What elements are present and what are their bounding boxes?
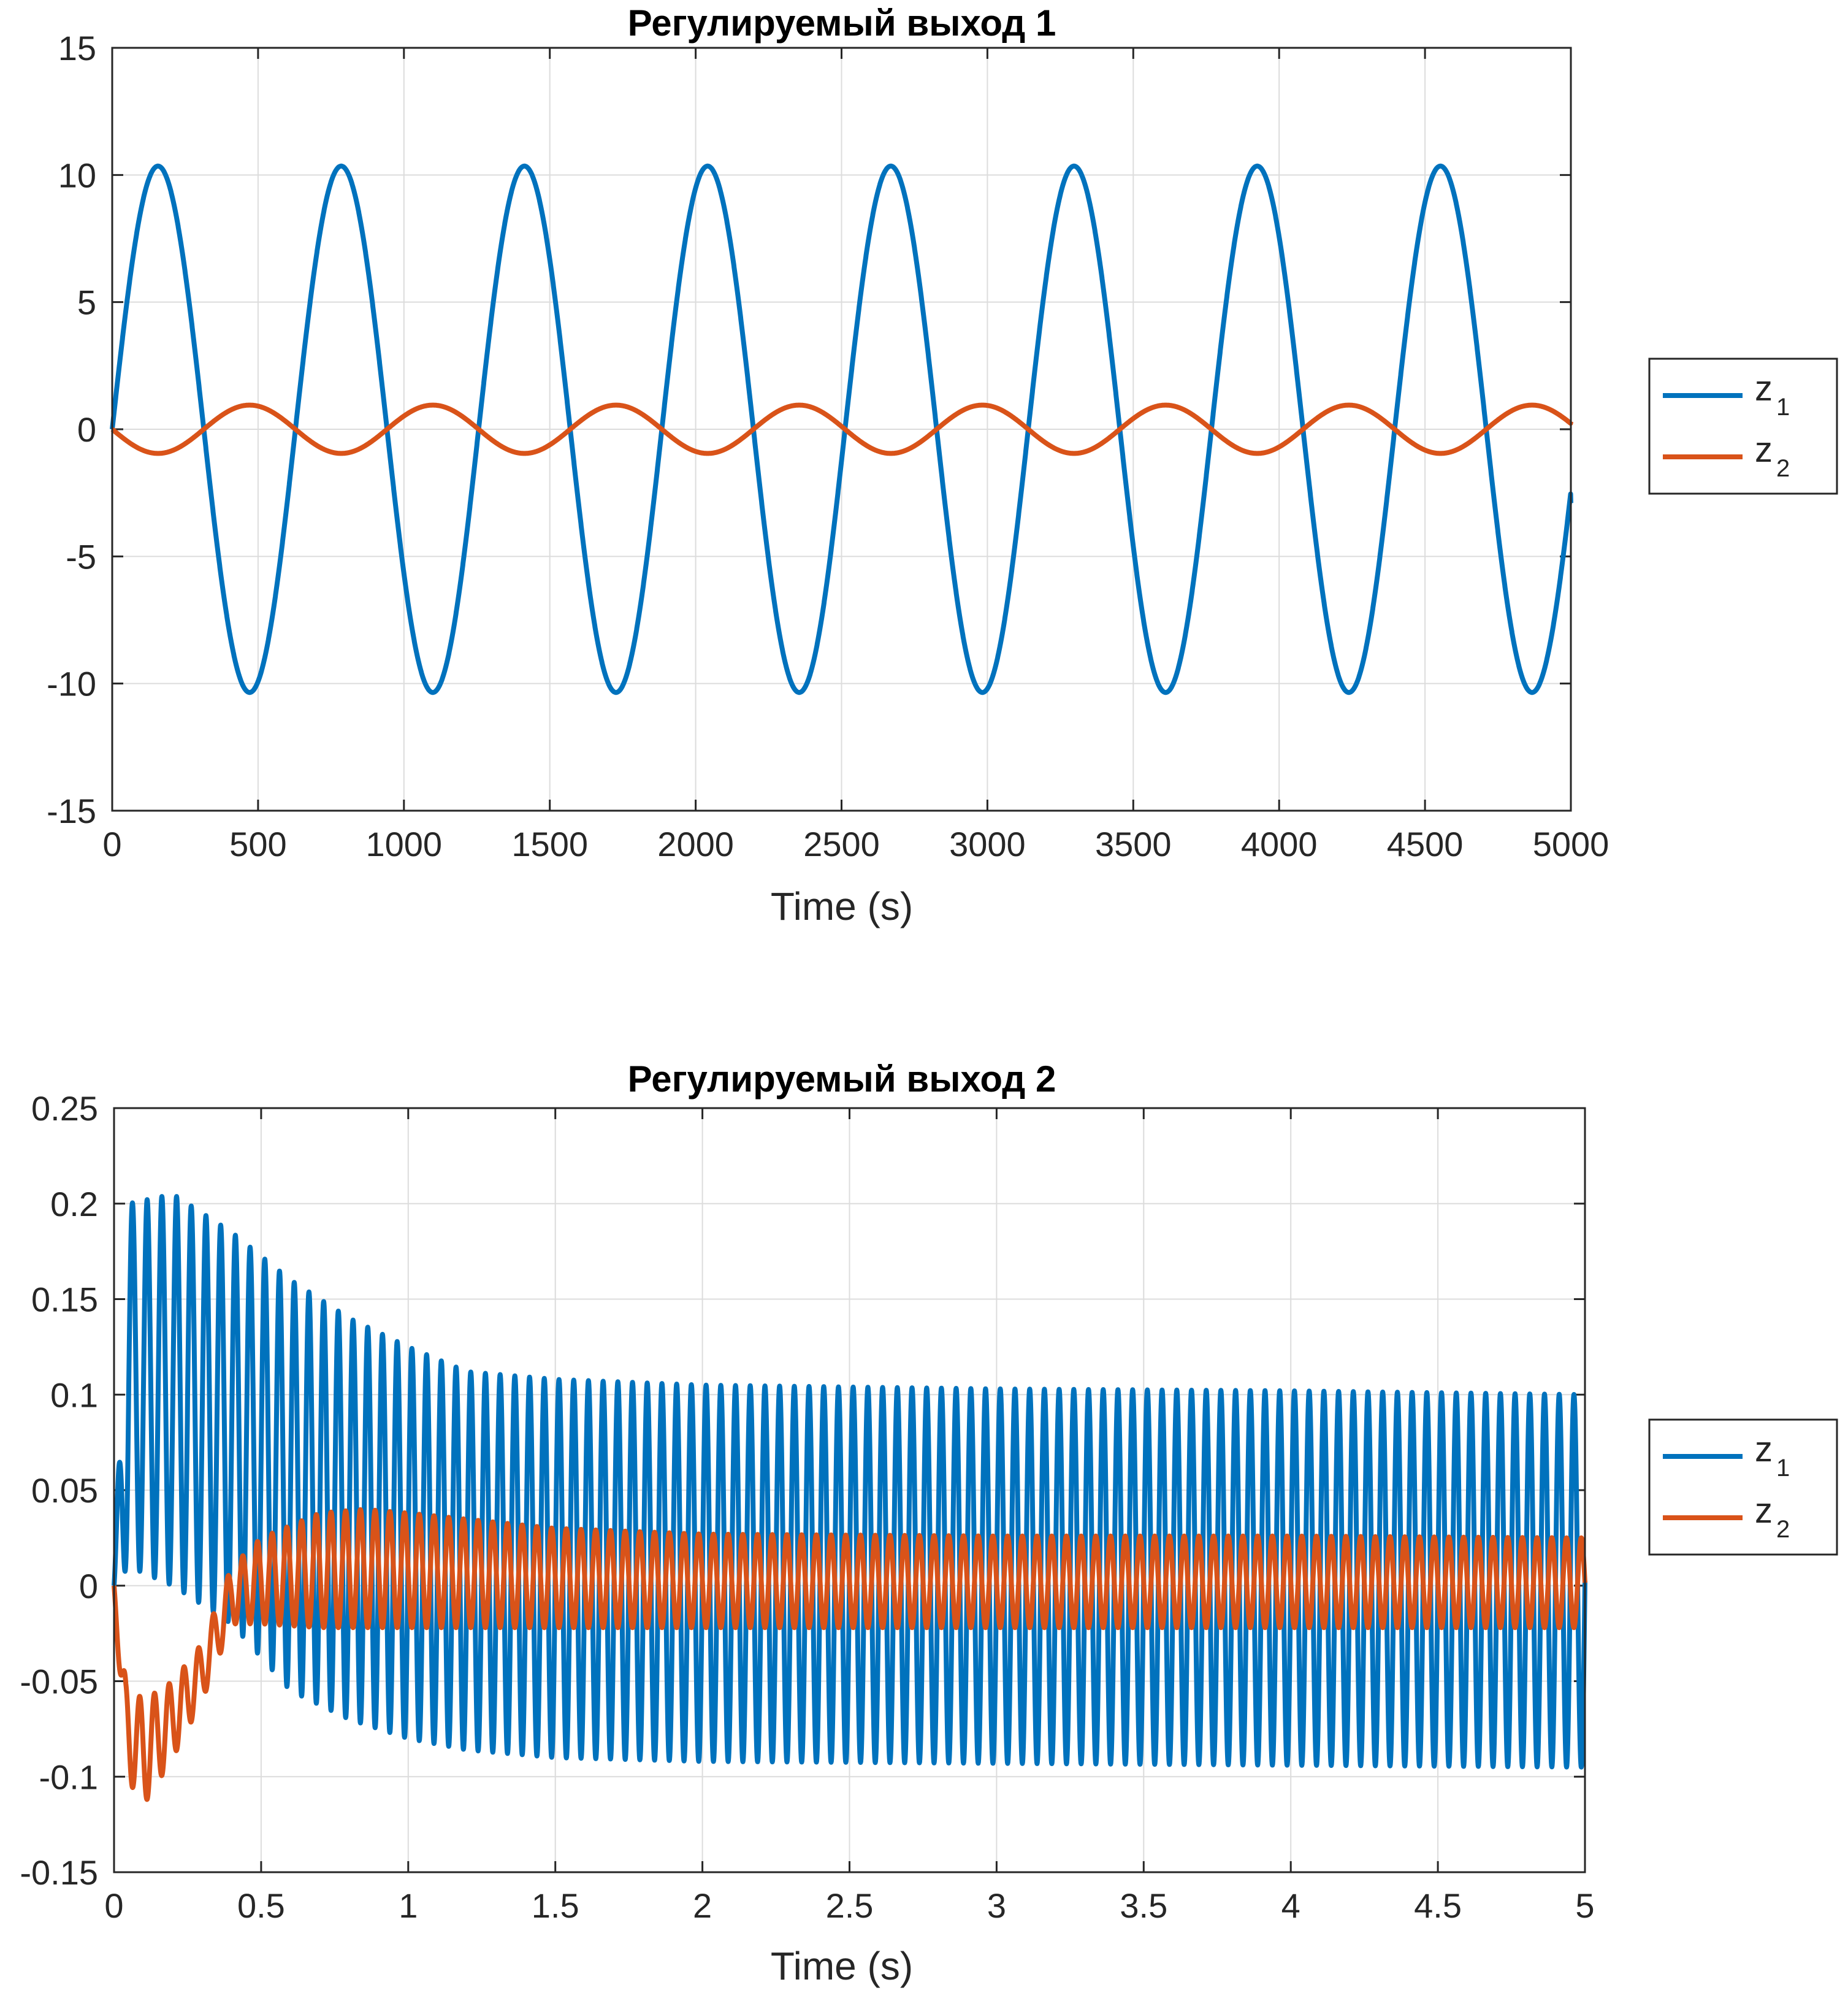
x-tick-label: 1500 bbox=[511, 825, 588, 863]
y-tick-label: 0.2 bbox=[50, 1185, 98, 1223]
chart-title: Регулируемый выход 2 bbox=[628, 1058, 1056, 1100]
x-tick-label: 5000 bbox=[1533, 825, 1609, 863]
series-line-z2 bbox=[110, 402, 1573, 456]
x-tick-label: 3.5 bbox=[1120, 1886, 1167, 1925]
y-tick-label: 0.25 bbox=[31, 1089, 98, 1128]
y-tick-label: 10 bbox=[58, 156, 96, 194]
y-tick-label: 0 bbox=[79, 1567, 98, 1605]
y-tick-label: 5 bbox=[77, 283, 96, 322]
x-tick-label: 1 bbox=[399, 1886, 418, 1925]
y-tick-label: -15 bbox=[47, 792, 96, 830]
x-tick-label: 500 bbox=[229, 825, 286, 863]
x-tick-label: 2 bbox=[693, 1886, 712, 1925]
y-tick-label: 15 bbox=[58, 29, 96, 67]
x-tick-label: 5 bbox=[1575, 1886, 1594, 1925]
plot-regulated-output-2: Регулируемый выход 2 0 0.5 1 1.5 2 2.5 3 3.5 4 4.… bbox=[20, 1058, 1838, 1988]
axes-box bbox=[113, 1107, 1586, 1873]
y-tick-label: -0.1 bbox=[39, 1758, 99, 1796]
chart-title: Регулируемый выход 1 bbox=[628, 2, 1056, 44]
legend: z 1z 2 bbox=[1648, 1418, 1838, 1556]
y-tick-label: 0 bbox=[77, 410, 96, 449]
y-tick-label: -0.15 bbox=[20, 1853, 98, 1892]
legend-box bbox=[1648, 1418, 1838, 1556]
x-tick-label: 2.5 bbox=[826, 1886, 874, 1925]
y-tick-label: 0.15 bbox=[31, 1280, 98, 1319]
legend-box bbox=[1648, 358, 1838, 495]
x-tick-label: 4000 bbox=[1241, 825, 1318, 863]
x-tick-label: 4500 bbox=[1387, 825, 1464, 863]
x-tick-label: 0.5 bbox=[237, 1886, 285, 1925]
y-tick-label: -10 bbox=[47, 665, 96, 703]
y-tick-label: 0.05 bbox=[31, 1471, 98, 1510]
series-line-z1 bbox=[110, 163, 1573, 695]
x-tick-label: 3 bbox=[987, 1886, 1006, 1925]
x-axis-label: Time (s) bbox=[771, 884, 913, 928]
legend: z 1z 2 bbox=[1648, 358, 1838, 495]
x-tick-label: 4.5 bbox=[1414, 1886, 1462, 1925]
x-tick-label: 2500 bbox=[803, 825, 880, 863]
y-tick-label: 0.1 bbox=[50, 1375, 98, 1414]
x-tick-label: 0 bbox=[104, 1886, 123, 1925]
axes-box bbox=[111, 47, 1572, 812]
x-tick-label: 3500 bbox=[1095, 825, 1172, 863]
series-line-z2 bbox=[112, 1507, 1587, 1802]
x-tick-label: 2000 bbox=[657, 825, 734, 863]
plot-regulated-output-1: Регулируемый выход 1 0 500 1000 1500 2000 250… bbox=[47, 2, 1838, 928]
x-tick-label: 0 bbox=[102, 825, 121, 863]
x-tick-label: 3000 bbox=[949, 825, 1026, 863]
y-tick-label: -0.05 bbox=[20, 1662, 98, 1701]
x-tick-label: 1.5 bbox=[532, 1886, 579, 1925]
x-tick-label: 4 bbox=[1281, 1886, 1300, 1925]
x-tick-label: 1000 bbox=[366, 825, 443, 863]
y-tick-label: -5 bbox=[66, 537, 96, 576]
x-axis-label: Time (s) bbox=[771, 1944, 913, 1988]
